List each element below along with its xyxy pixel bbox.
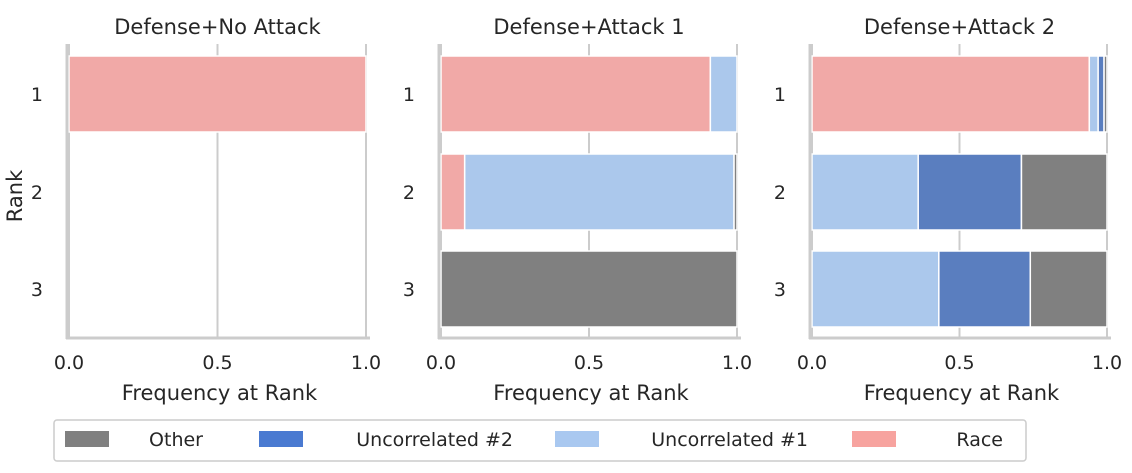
legend-label-race: Race	[956, 429, 1003, 451]
x-axis-label: Frequency at Rank	[122, 381, 318, 405]
bar-rank-2-uncorrelated-2	[917, 153, 1023, 231]
legend: Other Uncorrelated #2 Uncorrelated #1 Race	[53, 419, 1027, 462]
y-tick-label-1: 1	[774, 84, 786, 106]
y-tick-label-1: 1	[31, 84, 43, 106]
legend-swatch-uncorrelated-1	[555, 431, 599, 447]
bar-rank-1-uncorrelated-1	[1088, 55, 1099, 133]
bar-rank-1-uncorrelated-1	[709, 55, 738, 133]
bar-rank-1-race	[811, 55, 1091, 133]
x-axis-label: Frequency at Rank	[493, 381, 689, 405]
legend-swatch-uncorrelated-2	[259, 431, 303, 447]
y-tick-label-2: 2	[403, 182, 415, 204]
bar-rank-1-other	[1103, 55, 1108, 133]
legend-swatch-other	[65, 431, 109, 447]
legend-label-uncorrelated-1: Uncorrelated #1	[651, 429, 808, 451]
y-tick-label-2: 2	[31, 182, 43, 204]
y-tick-label-2: 2	[774, 182, 786, 204]
legend-frame	[53, 419, 1027, 462]
legend-label-other: Other	[149, 429, 203, 451]
bar-rank-3-other	[1029, 250, 1108, 328]
chart-title: Defense+Attack 2	[864, 15, 1055, 39]
bar-rank-1-uncorrelated-2	[1097, 55, 1105, 133]
chart-panel-3: 1 2 3 0.0 0.5 1.0 Defense+Attack 2 Frequency at…	[774, 15, 1122, 405]
bar-rank-1-race	[440, 55, 712, 133]
chart-panel-2: 1 2 3 0.0 0.5 1.0 Defense+Attack 1 Frequency at…	[403, 15, 752, 405]
legend-label-uncorrelated-2: Uncorrelated #2	[356, 429, 513, 451]
bar-rank-3-uncorrelated-1	[811, 250, 940, 328]
x-tick-label-3: 1.0	[722, 352, 752, 374]
y-tick-label-3: 3	[31, 279, 43, 301]
bar-rank-2-race	[440, 153, 466, 231]
x-tick-label-2: 0.5	[574, 352, 604, 374]
chart-title: Defense+No Attack	[114, 15, 321, 39]
x-tick-label-2: 0.5	[944, 352, 974, 374]
bar-rank-2-uncorrelated-1	[463, 153, 735, 231]
bar-rank-2-other	[1020, 153, 1108, 231]
bar-rank-3-other	[440, 250, 738, 328]
x-tick-label-1: 0.0	[797, 352, 827, 374]
bar-rank-3-uncorrelated-2	[938, 250, 1032, 328]
bar-rank-2-uncorrelated-1	[811, 153, 919, 231]
y-tick-label-3: 3	[774, 279, 786, 301]
legend-swatch-race	[852, 431, 896, 447]
x-tick-label-3: 1.0	[351, 352, 381, 374]
chart-title: Defense+Attack 1	[493, 15, 684, 39]
bar-rank-1-race	[68, 55, 367, 133]
y-tick-label-3: 3	[403, 279, 415, 301]
x-tick-label-1: 0.0	[426, 352, 456, 374]
chart-panel-1: 1 2 3 0.0 0.5 1.0 Defense+No Attack Frequency a…	[3, 15, 381, 405]
x-tick-label-2: 0.5	[202, 352, 232, 374]
x-axis-label: Frequency at Rank	[864, 381, 1060, 405]
y-axis-label: Rank	[3, 169, 27, 222]
bar-rank-2-other	[733, 153, 738, 231]
x-tick-label-3: 1.0	[1092, 352, 1122, 374]
y-tick-label-1: 1	[403, 84, 415, 106]
x-tick-label-1: 0.0	[54, 352, 84, 374]
